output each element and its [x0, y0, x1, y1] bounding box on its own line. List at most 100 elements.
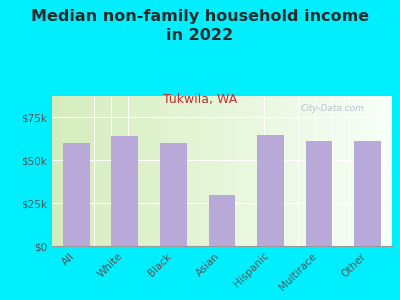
- Bar: [286, 96, 288, 246]
- Bar: [135, 96, 137, 246]
- Bar: [81, 96, 82, 246]
- Bar: [321, 96, 322, 246]
- Bar: [212, 96, 214, 246]
- Bar: [168, 96, 169, 246]
- Bar: [122, 96, 123, 246]
- Bar: [264, 96, 266, 246]
- Bar: [242, 96, 244, 246]
- Bar: [169, 96, 171, 246]
- Bar: [157, 96, 159, 246]
- Bar: [348, 96, 350, 246]
- Bar: [207, 96, 208, 246]
- Bar: [282, 96, 283, 246]
- Bar: [217, 96, 218, 246]
- Bar: [373, 96, 375, 246]
- Bar: [319, 96, 320, 246]
- Bar: [184, 96, 186, 246]
- Bar: [346, 96, 348, 246]
- Bar: [113, 96, 115, 246]
- Bar: [336, 96, 338, 246]
- Bar: [275, 96, 276, 246]
- Bar: [360, 96, 362, 246]
- Bar: [193, 96, 195, 246]
- Bar: [208, 96, 210, 246]
- Bar: [205, 96, 207, 246]
- Bar: [210, 96, 212, 246]
- Bar: [270, 96, 271, 246]
- Bar: [200, 96, 202, 246]
- Bar: [98, 96, 100, 246]
- Bar: [186, 96, 188, 246]
- Bar: [222, 96, 224, 246]
- Bar: [215, 96, 217, 246]
- Bar: [298, 96, 300, 246]
- Bar: [358, 96, 360, 246]
- Bar: [354, 141, 381, 246]
- Bar: [150, 96, 152, 246]
- Bar: [314, 96, 316, 246]
- Bar: [137, 96, 139, 246]
- Bar: [229, 96, 230, 246]
- Bar: [86, 96, 88, 246]
- Bar: [112, 136, 138, 246]
- Bar: [237, 96, 239, 246]
- Bar: [382, 96, 384, 246]
- Bar: [363, 96, 365, 246]
- Bar: [134, 96, 135, 246]
- Bar: [89, 96, 91, 246]
- Bar: [162, 96, 164, 246]
- Bar: [377, 96, 378, 246]
- Bar: [78, 96, 79, 246]
- Bar: [160, 143, 187, 246]
- Bar: [123, 96, 125, 246]
- Bar: [276, 96, 278, 246]
- Bar: [246, 96, 248, 246]
- Bar: [384, 96, 385, 246]
- Bar: [253, 96, 254, 246]
- Bar: [74, 96, 76, 246]
- Bar: [266, 96, 268, 246]
- Bar: [316, 96, 317, 246]
- Bar: [292, 96, 293, 246]
- Bar: [378, 96, 380, 246]
- Bar: [288, 96, 290, 246]
- Bar: [203, 96, 205, 246]
- Bar: [326, 96, 327, 246]
- Bar: [290, 96, 292, 246]
- Bar: [324, 96, 326, 246]
- Bar: [327, 96, 329, 246]
- Bar: [224, 96, 226, 246]
- Bar: [202, 96, 203, 246]
- Bar: [339, 96, 341, 246]
- Bar: [57, 96, 59, 246]
- Bar: [256, 96, 258, 246]
- Bar: [174, 96, 176, 246]
- Bar: [368, 96, 370, 246]
- Bar: [191, 96, 193, 246]
- Bar: [248, 96, 249, 246]
- Bar: [93, 96, 94, 246]
- Bar: [227, 96, 229, 246]
- Bar: [128, 96, 130, 246]
- Bar: [317, 96, 319, 246]
- Bar: [312, 96, 314, 246]
- Bar: [100, 96, 101, 246]
- Bar: [365, 96, 366, 246]
- Bar: [181, 96, 183, 246]
- Text: Median non-family household income
in 2022: Median non-family household income in 20…: [31, 9, 369, 43]
- Bar: [261, 96, 263, 246]
- Bar: [239, 96, 241, 246]
- Bar: [300, 96, 302, 246]
- Bar: [195, 96, 196, 246]
- Bar: [164, 96, 166, 246]
- Bar: [101, 96, 103, 246]
- Bar: [366, 96, 368, 246]
- Bar: [329, 96, 331, 246]
- Bar: [71, 96, 72, 246]
- Bar: [309, 96, 310, 246]
- Bar: [62, 96, 64, 246]
- Bar: [159, 96, 161, 246]
- Bar: [353, 96, 354, 246]
- Bar: [72, 96, 74, 246]
- Bar: [127, 96, 128, 246]
